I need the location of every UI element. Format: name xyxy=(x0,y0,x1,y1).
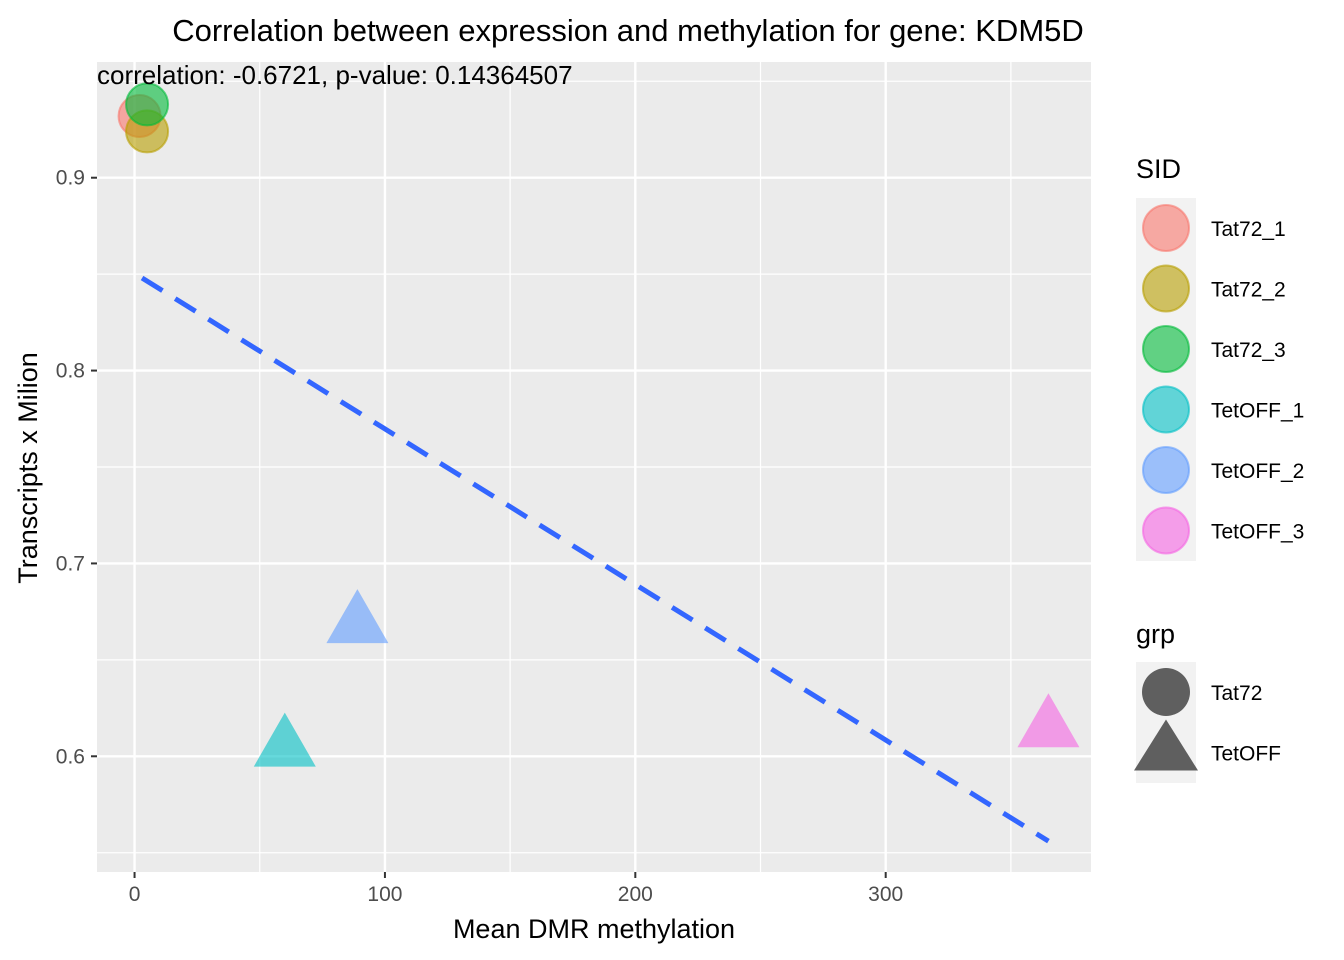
data-point-TetOFF_1 xyxy=(253,712,316,767)
legend-sid-title: SID xyxy=(1136,154,1181,184)
y-tick-label: 0.6 xyxy=(56,745,85,768)
legend-sid-label: TetOFF_3 xyxy=(1211,521,1304,544)
legend-sid-key-Tat72_2 xyxy=(1142,264,1190,313)
legend-sid-key-Tat72_3 xyxy=(1142,325,1190,373)
x-tick-label: 200 xyxy=(618,883,653,906)
legend-sid-key-TetOFF_3 xyxy=(1142,506,1190,555)
legend-sid-label: TetOFF_1 xyxy=(1211,400,1304,423)
legend-sid-label: Tat72_1 xyxy=(1211,218,1286,241)
legend-sid-label: Tat72_2 xyxy=(1211,279,1286,302)
data-point-TetOFF_3 xyxy=(1017,693,1080,748)
x-axis-label: Mean DMR methylation xyxy=(453,914,735,944)
legend-grp-label: Tat72 xyxy=(1211,682,1262,705)
x-tick-label: 0 xyxy=(129,883,141,906)
x-tick-label: 300 xyxy=(868,883,903,906)
legend-sid-label: Tat72_3 xyxy=(1211,339,1286,362)
y-axis-label: Transcripts x Milion xyxy=(13,352,43,584)
chart-title: Correlation between expression and methy… xyxy=(172,13,1084,48)
legend-sid-key-TetOFF_1 xyxy=(1142,385,1190,434)
legend-sid-key-TetOFF_2 xyxy=(1142,446,1190,494)
legend-grp-title: grp xyxy=(1136,619,1175,649)
legend-grp-label: TetOFF xyxy=(1211,743,1281,766)
trend-line xyxy=(140,275,1050,844)
legend-grp-key-circle xyxy=(1142,668,1190,716)
y-tick-label: 0.9 xyxy=(56,167,85,190)
y-tick-label: 0.8 xyxy=(56,360,85,383)
correlation-annotation: correlation: -0.6721, p-value: 0.1436450… xyxy=(97,60,573,90)
legend-sid-label: TetOFF_2 xyxy=(1211,460,1304,483)
legend-grp-key-triangle xyxy=(1134,719,1198,771)
legend-sid-key-Tat72_1 xyxy=(1142,204,1190,252)
y-tick-label: 0.7 xyxy=(56,552,85,575)
x-tick-label: 100 xyxy=(367,883,402,906)
data-point-Tat72_3 xyxy=(125,82,170,127)
data-point-TetOFF_2 xyxy=(326,589,389,644)
